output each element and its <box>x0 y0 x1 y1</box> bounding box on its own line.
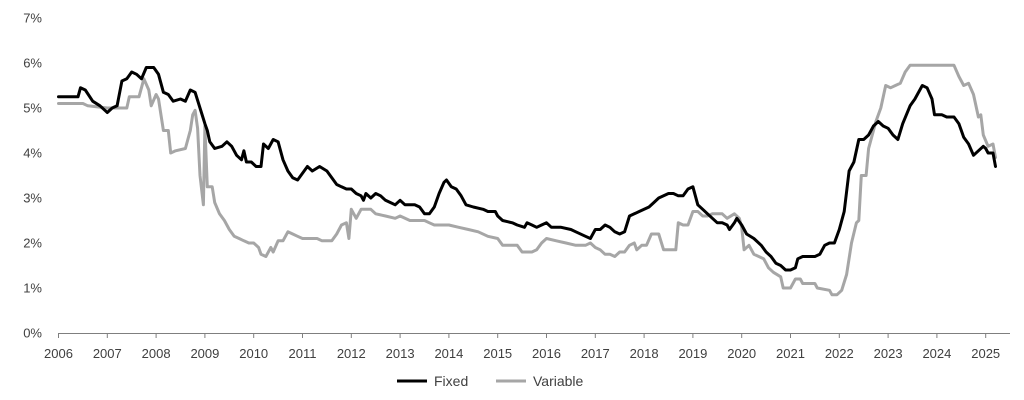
y-tick-label: 3% <box>23 191 42 206</box>
series-line-variable <box>57 63 997 297</box>
x-tick-label: 2019 <box>678 346 707 361</box>
y-tick-label: 6% <box>23 56 42 71</box>
x-tick-label: 2010 <box>239 346 268 361</box>
y-tick-label: 2% <box>23 236 42 251</box>
y-tick-label: 7% <box>23 11 42 26</box>
x-tick-label: 2015 <box>483 346 512 361</box>
series-lines <box>57 63 997 297</box>
legend-label-fixed: Fixed <box>434 373 468 389</box>
x-axis: 2006 2007 2008 2009 2010 2011 2012 2013 2014 2015… <box>44 333 1010 361</box>
x-tick-label: 2024 <box>922 346 951 361</box>
y-axis-tick-labels: 0% 1% 2% 3% 4% 5% 6% 7% <box>23 11 42 341</box>
x-tick-label: 2013 <box>386 346 415 361</box>
y-tick-label: 1% <box>23 281 42 296</box>
y-tick-label: 4% <box>23 146 42 161</box>
x-tick-label: 2025 <box>971 346 1000 361</box>
x-axis-tick-labels: 2006 2007 2008 2009 2010 2011 2012 2013 2014 2015… <box>44 346 1000 361</box>
x-tick-label: 2007 <box>93 346 122 361</box>
legend: Fixed Variable <box>397 373 584 389</box>
x-tick-label: 2006 <box>44 346 73 361</box>
x-tick-label: 2023 <box>874 346 903 361</box>
x-tick-label: 2021 <box>776 346 805 361</box>
x-tick-label: 2011 <box>289 346 317 361</box>
y-tick-label: 5% <box>23 101 42 116</box>
x-tick-label: 2022 <box>825 346 854 361</box>
x-tick-label: 2014 <box>434 346 463 361</box>
series-line-fixed <box>57 66 997 272</box>
x-axis-ticks <box>58 333 987 338</box>
x-tick-label: 2012 <box>337 346 366 361</box>
x-tick-label: 2008 <box>142 346 171 361</box>
y-tick-label: 0% <box>23 326 42 341</box>
legend-label-variable: Variable <box>533 373 584 389</box>
x-tick-label: 2020 <box>727 346 756 361</box>
x-tick-label: 2016 <box>532 346 561 361</box>
x-tick-label: 2017 <box>581 346 610 361</box>
x-tick-label: 2018 <box>630 346 659 361</box>
x-tick-label: 2009 <box>190 346 219 361</box>
